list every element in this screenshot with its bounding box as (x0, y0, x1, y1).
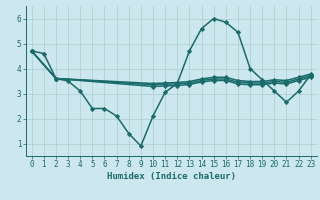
X-axis label: Humidex (Indice chaleur): Humidex (Indice chaleur) (107, 172, 236, 181)
